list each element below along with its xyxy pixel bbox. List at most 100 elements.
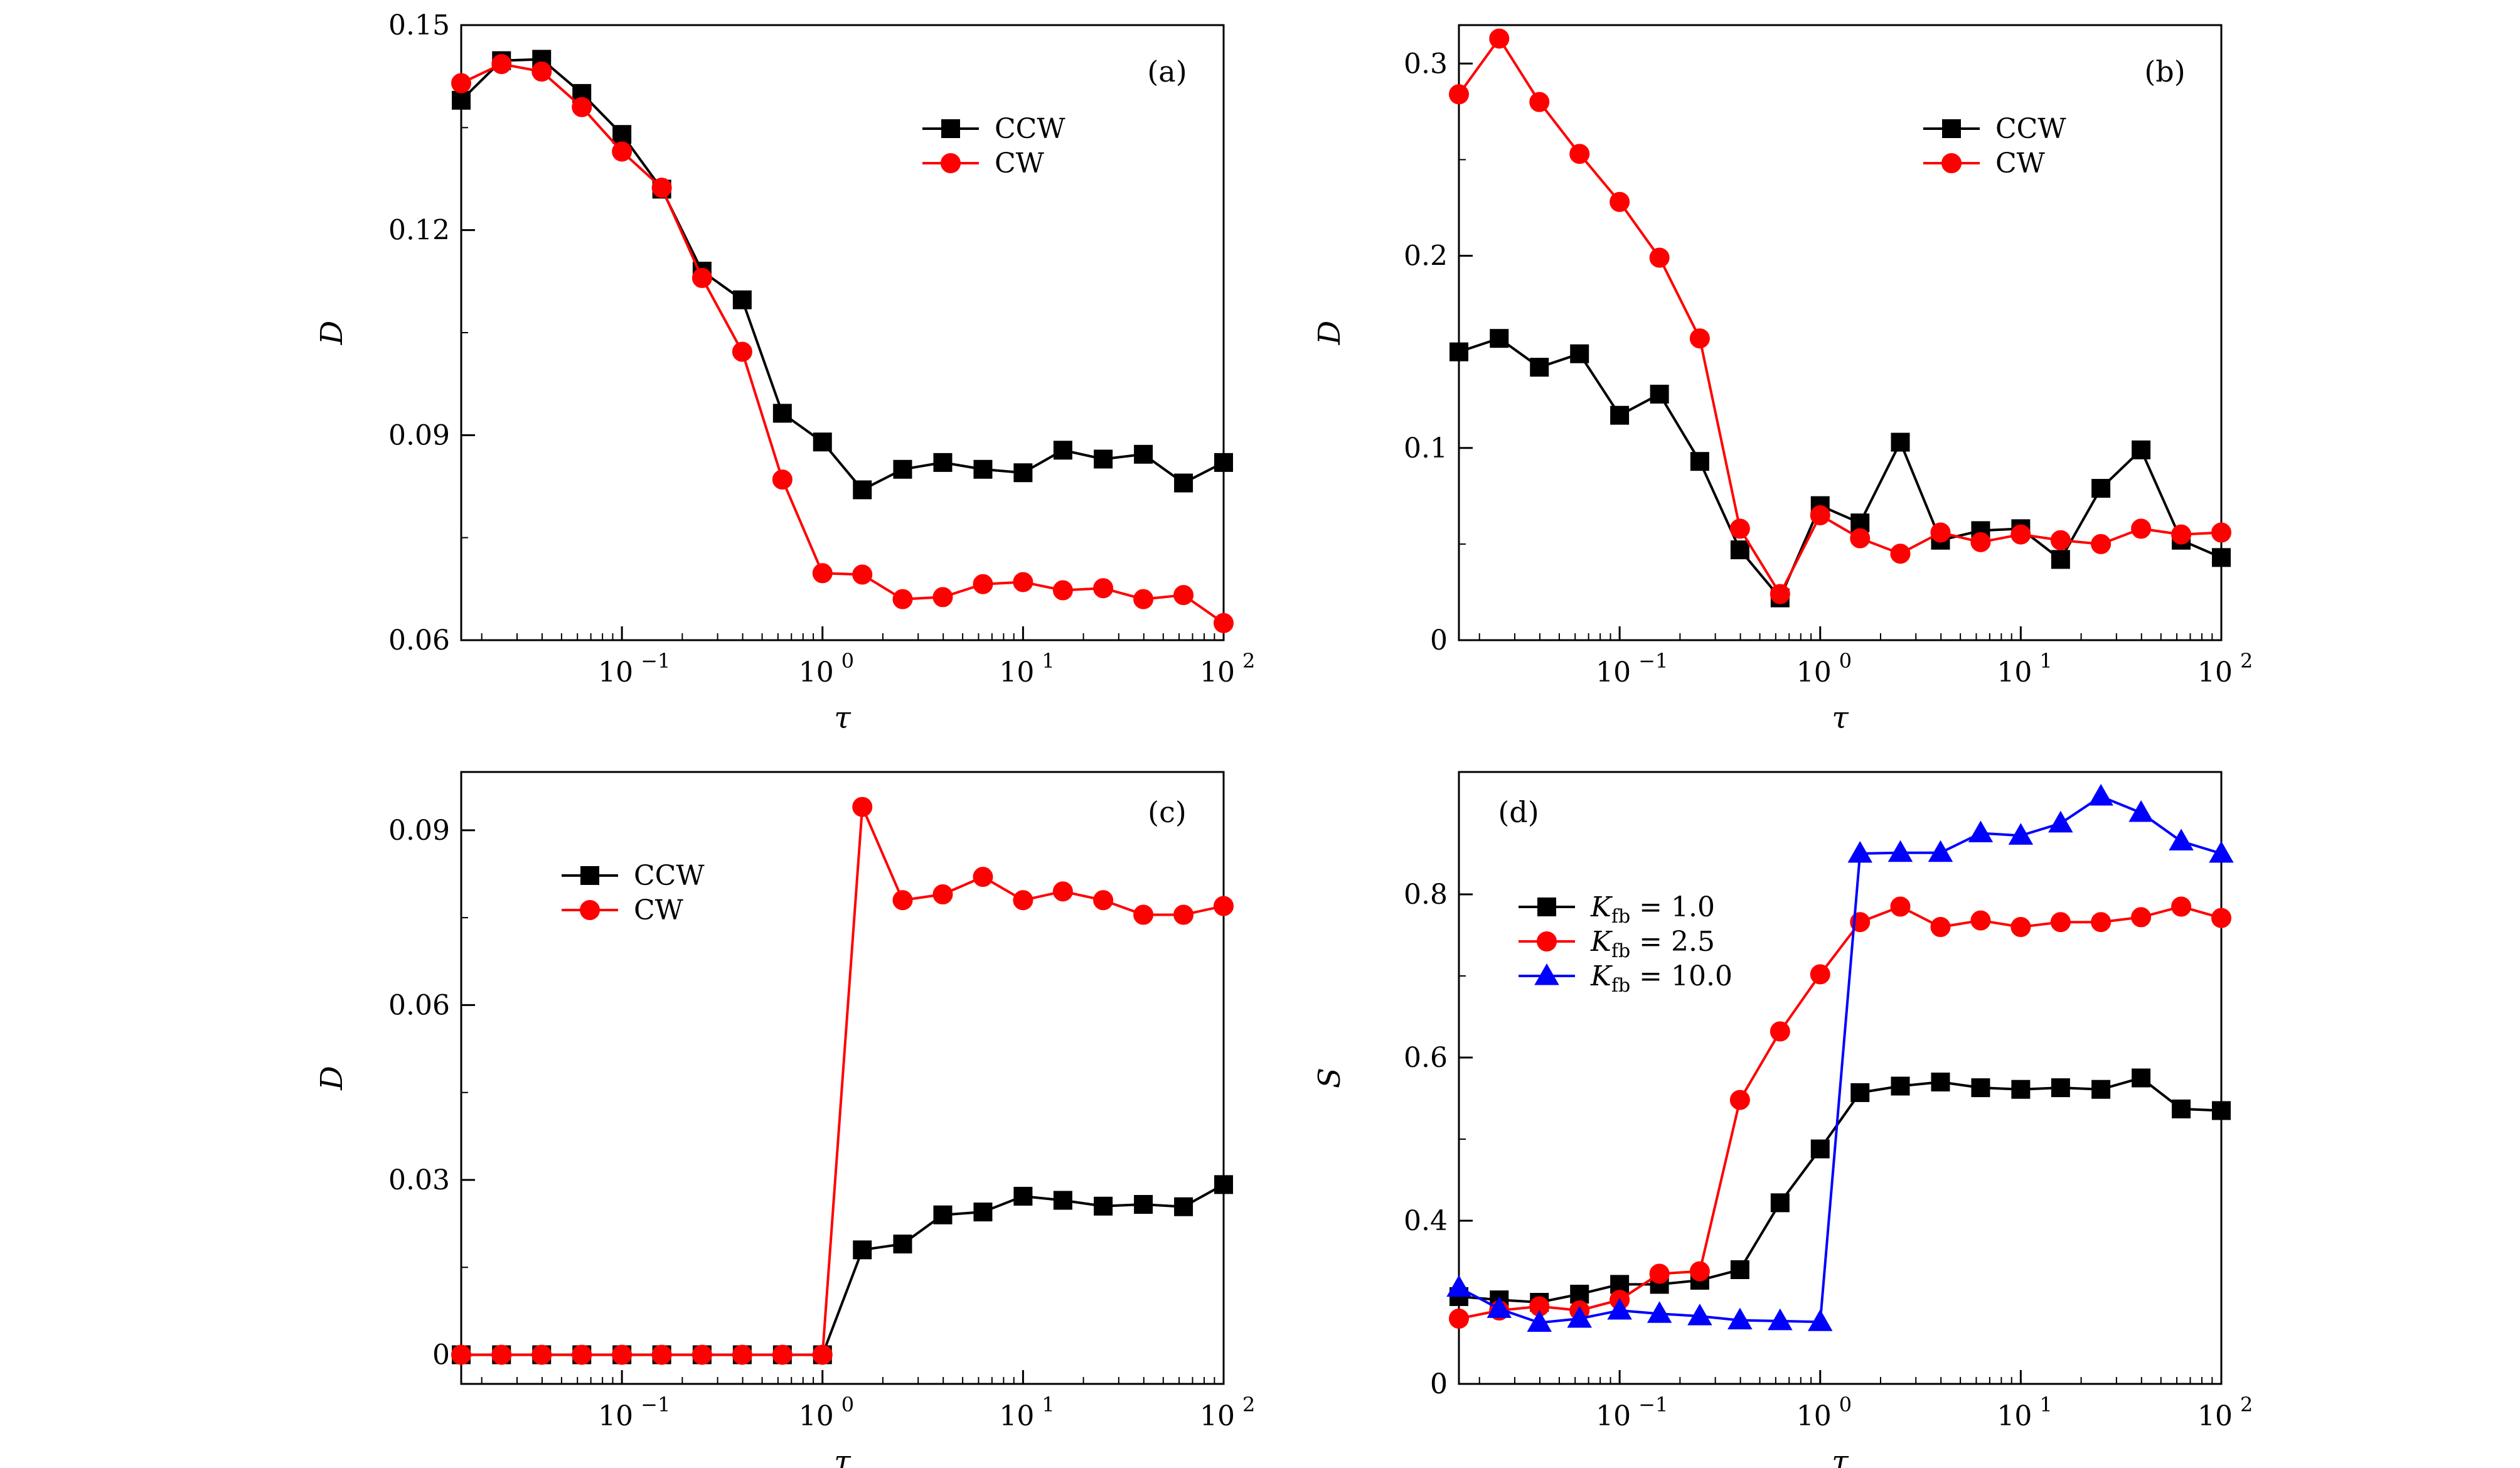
data-point bbox=[1134, 1195, 1153, 1214]
y-tick-label: 0.15 bbox=[388, 9, 450, 41]
data-point bbox=[1173, 904, 1194, 925]
data-point bbox=[1810, 1139, 1830, 1159]
series-line bbox=[1458, 1076, 2222, 1304]
y-axis-title: D bbox=[314, 1066, 350, 1090]
panel-label: (d) bbox=[1498, 795, 1539, 829]
data-point bbox=[1013, 1187, 1033, 1206]
data-point bbox=[1489, 28, 1510, 49]
data-point bbox=[1607, 1297, 1632, 1320]
data-point bbox=[932, 587, 953, 608]
x-tick-exponent: 2 bbox=[2240, 649, 2253, 673]
data-point bbox=[1569, 144, 1590, 164]
data-point bbox=[1053, 441, 1072, 460]
data-point bbox=[1887, 840, 1913, 862]
data-point bbox=[732, 341, 752, 362]
legend-label: CW bbox=[634, 894, 684, 926]
data-point bbox=[1730, 540, 1749, 560]
data-point bbox=[852, 796, 873, 817]
data-point bbox=[1450, 342, 1468, 362]
data-point bbox=[772, 1344, 793, 1365]
data-point bbox=[1013, 463, 1033, 483]
data-point bbox=[1610, 405, 1630, 425]
data-point bbox=[772, 404, 792, 423]
data-point bbox=[1527, 1310, 1552, 1332]
series-line bbox=[1458, 336, 2222, 601]
y-axis-title: D bbox=[314, 321, 350, 345]
data-point bbox=[1649, 1263, 1670, 1284]
data-point bbox=[691, 1344, 712, 1365]
data-point bbox=[2011, 1080, 2031, 1099]
data-point bbox=[1610, 191, 1630, 212]
data-point bbox=[892, 589, 913, 609]
data-point bbox=[1446, 1275, 1471, 1297]
data-point bbox=[1094, 449, 1113, 469]
data-point bbox=[1970, 532, 1991, 552]
legend-marker bbox=[1537, 931, 1557, 951]
data-point bbox=[973, 867, 993, 887]
x-tick-exponent: 0 bbox=[841, 649, 854, 673]
data-point bbox=[531, 1344, 552, 1365]
x-tick-exponent: 1 bbox=[1042, 649, 1054, 673]
legend-label: Kfb = 1.0 bbox=[1590, 891, 1715, 928]
x-tick-exponent: 2 bbox=[2240, 1393, 2253, 1417]
plot-frame bbox=[460, 771, 1225, 1385]
data-point bbox=[1449, 1309, 1469, 1329]
x-tick-exponent: −1 bbox=[641, 649, 670, 673]
y-tick-label: 0.06 bbox=[388, 989, 450, 1021]
data-point bbox=[1647, 1301, 1672, 1323]
data-point bbox=[1931, 1073, 1950, 1091]
legend-marker bbox=[1537, 897, 1556, 916]
data-point bbox=[1013, 890, 1033, 911]
data-point bbox=[1687, 1304, 1712, 1326]
data-point bbox=[1930, 522, 1951, 543]
data-point bbox=[932, 884, 953, 904]
data-point bbox=[2132, 1068, 2151, 1088]
x-tick-exponent: 0 bbox=[1839, 649, 1852, 673]
data-point bbox=[892, 890, 913, 911]
plot-frame bbox=[1458, 771, 2223, 1385]
data-point bbox=[2128, 800, 2154, 822]
y-tick-label: 0.8 bbox=[1404, 879, 1448, 911]
legend-label: CW bbox=[1995, 147, 2046, 179]
data-point bbox=[1930, 917, 1951, 937]
data-point bbox=[1133, 904, 1154, 925]
data-point bbox=[1770, 1021, 1790, 1042]
data-point bbox=[1810, 505, 1830, 525]
data-point bbox=[893, 1235, 912, 1254]
x-tick-exponent: 2 bbox=[1242, 1393, 1255, 1417]
data-point bbox=[1214, 896, 1234, 916]
legend-label: CCW bbox=[1995, 113, 2066, 145]
data-point bbox=[1174, 1197, 1193, 1216]
data-point bbox=[853, 1240, 872, 1260]
data-point bbox=[691, 267, 712, 288]
data-point bbox=[893, 459, 912, 479]
data-point bbox=[1487, 1296, 1512, 1318]
data-point bbox=[1689, 328, 1710, 349]
data-point bbox=[1727, 1307, 1753, 1330]
y-axis-title: D bbox=[1312, 321, 1347, 345]
data-point bbox=[2091, 912, 2112, 933]
data-point bbox=[2171, 524, 2192, 545]
data-point bbox=[1133, 589, 1154, 609]
plot-frame bbox=[460, 24, 1225, 641]
data-point bbox=[2088, 783, 2113, 806]
data-point bbox=[1770, 584, 1790, 604]
data-point bbox=[732, 290, 752, 309]
data-point bbox=[651, 1344, 672, 1365]
legend-label: Kfb = 10.0 bbox=[1590, 960, 1732, 997]
data-point bbox=[452, 90, 471, 110]
x-tick-label: 10 bbox=[1997, 1400, 2032, 1432]
data-point bbox=[2050, 912, 2071, 933]
data-point bbox=[2209, 840, 2234, 863]
plot-frame bbox=[1458, 24, 2223, 641]
data-point bbox=[2212, 1101, 2231, 1120]
legend-label: CCW bbox=[995, 113, 1065, 145]
data-point bbox=[1730, 1260, 1749, 1279]
x-axis-title: τ bbox=[1832, 700, 1849, 736]
data-point bbox=[1093, 890, 1114, 911]
data-point bbox=[2010, 917, 2031, 937]
data-point bbox=[2171, 896, 2192, 917]
